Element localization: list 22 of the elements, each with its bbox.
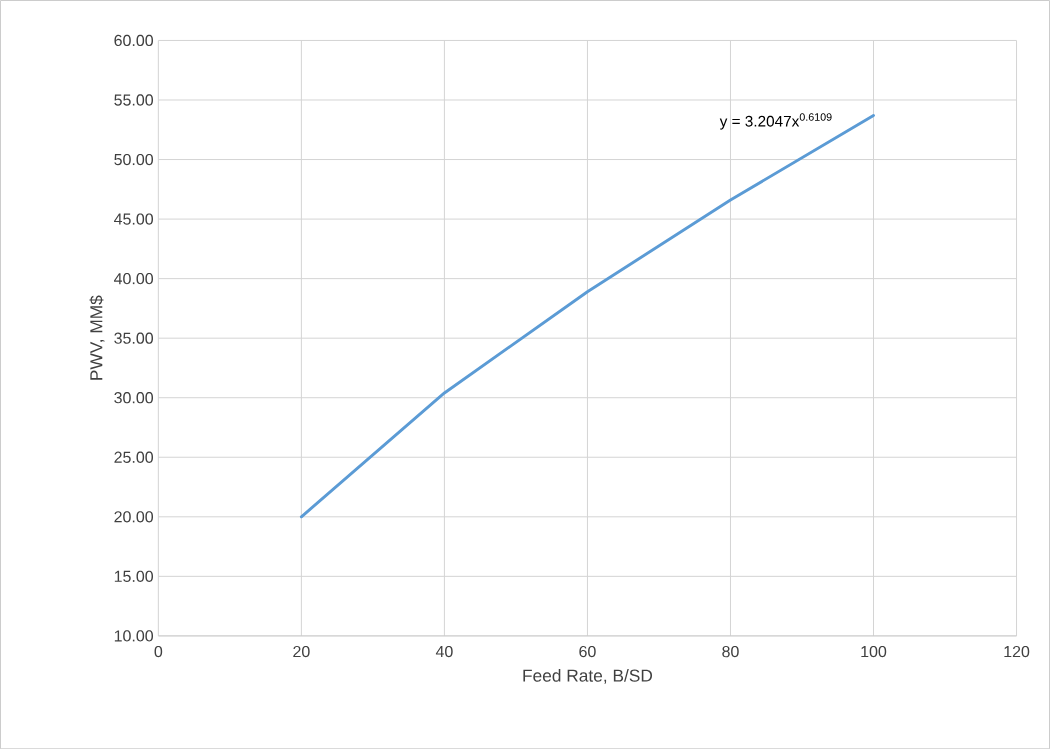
- y-tick-label: 30.00: [114, 391, 154, 404]
- y-tick-label: 55.00: [114, 94, 154, 106]
- y-tick-label: 20.00: [114, 511, 154, 523]
- y-tick-label: 10.00: [114, 630, 154, 642]
- annotation: y = 3.2047x$^{0.6109}$: [719, 113, 832, 130]
- line-series: [299, 113, 875, 519]
- x-tick-label: 60: [579, 645, 596, 658]
- x-tick-label: 40: [435, 645, 453, 658]
- y-tick-label: 60.00: [114, 34, 154, 46]
- x-tick-label: 100: [861, 645, 887, 658]
- y-tick-label: 15.00: [114, 570, 154, 582]
- x-tick-label: 20: [293, 645, 310, 658]
- x-tick-label: 0: [154, 645, 163, 658]
- y-tick-label: 35.00: [114, 332, 154, 344]
- x-tick-label: 120: [1004, 645, 1030, 658]
- x-tick-label: 80: [722, 645, 739, 658]
- y-tick-label: 25.00: [114, 451, 154, 463]
- x-axis-title: Feed Rate, B/SD: [523, 668, 653, 684]
- y-axis-title: PWV, MM$: [89, 295, 105, 380]
- y-tick-label: 45.00: [114, 213, 154, 225]
- y-tick-label: 50.00: [114, 153, 154, 166]
- y-tick-label: 40.00: [114, 272, 154, 285]
